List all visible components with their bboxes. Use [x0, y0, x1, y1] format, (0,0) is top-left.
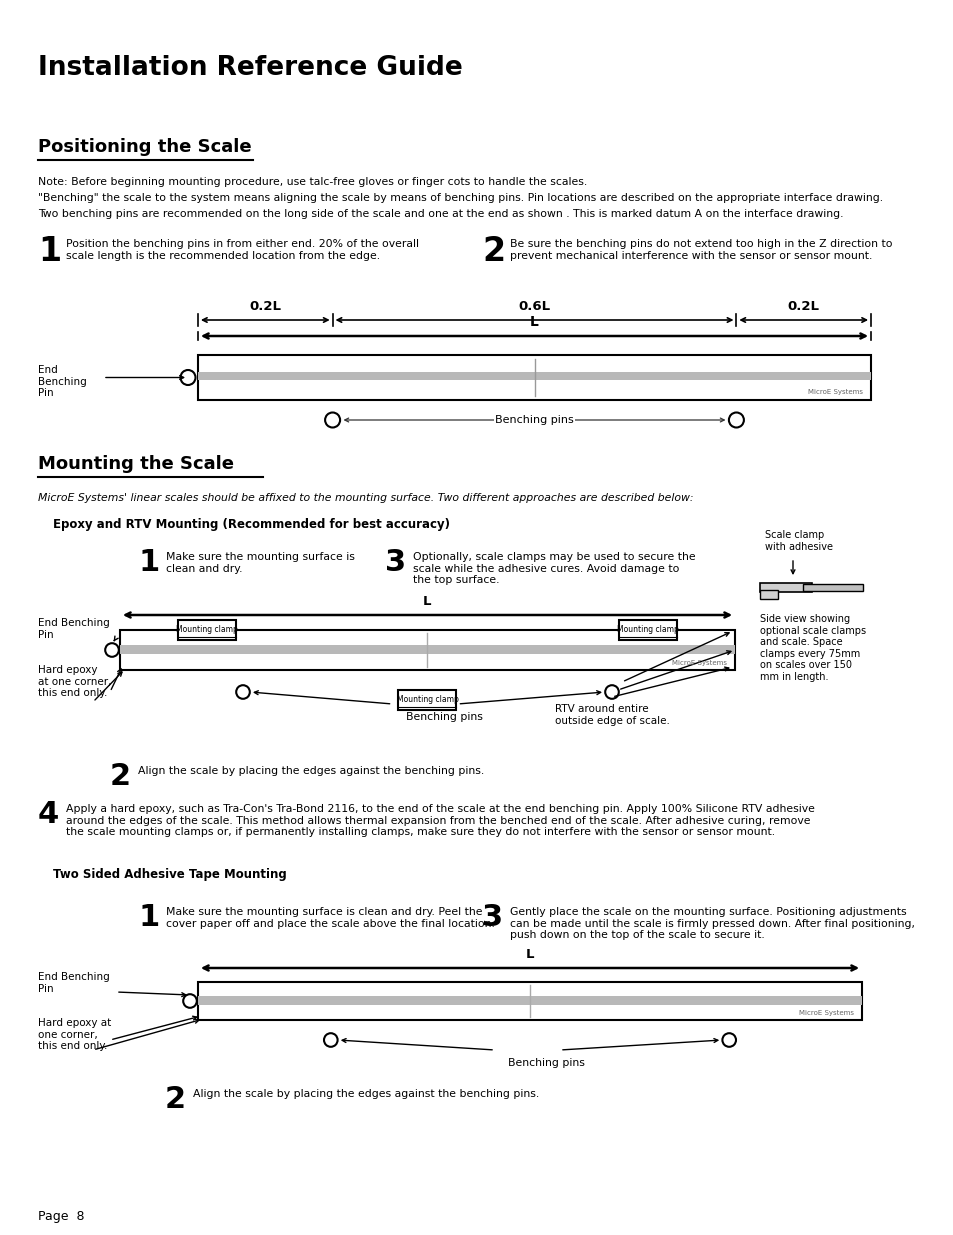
Text: 1: 1: [38, 235, 61, 268]
Text: Align the scale by placing the edges against the benching pins.: Align the scale by placing the edges aga…: [138, 766, 484, 776]
Text: MicroE Systems' linear scales should be affixed to the mounting surface. Two dif: MicroE Systems' linear scales should be …: [38, 493, 693, 503]
Text: Position the benching pins in from either end. 20% of the overall
scale length i: Position the benching pins in from eithe…: [66, 240, 418, 261]
Text: 3: 3: [481, 903, 502, 932]
Text: 3: 3: [385, 548, 406, 577]
Text: Make sure the mounting surface is
clean and dry.: Make sure the mounting surface is clean …: [166, 552, 355, 573]
Text: Gently place the scale on the mounting surface. Positioning adjustments
can be m: Gently place the scale on the mounting s…: [510, 906, 914, 940]
Text: MicroE Systems: MicroE Systems: [799, 1010, 853, 1016]
Text: L: L: [423, 595, 432, 608]
Text: Benching pins: Benching pins: [405, 713, 482, 722]
Text: Installation Reference Guide: Installation Reference Guide: [38, 56, 462, 82]
Text: Make sure the mounting surface is clean and dry. Peel the
cover paper off and pl: Make sure the mounting surface is clean …: [166, 906, 495, 929]
Text: Note: Before beginning mounting procedure, use talc-free gloves or finger cots t: Note: Before beginning mounting procedur…: [38, 177, 587, 186]
Text: MicroE Systems: MicroE Systems: [807, 389, 862, 395]
Text: Side view showing
optional scale clamps
and scale. Space
clamps every 75mm
on sc: Side view showing optional scale clamps …: [760, 614, 865, 682]
Text: 1: 1: [138, 548, 159, 577]
Text: Apply a hard epoxy, such as Tra-Con's Tra-Bond 2116, to the end of the scale at : Apply a hard epoxy, such as Tra-Con's Tr…: [66, 804, 814, 837]
Text: Mounting clamp: Mounting clamp: [396, 695, 458, 704]
Text: Align the scale by placing the edges against the benching pins.: Align the scale by placing the edges aga…: [193, 1089, 538, 1099]
Text: End Benching
Pin: End Benching Pin: [38, 972, 110, 994]
Text: RTV around entire
outside edge of scale.: RTV around entire outside edge of scale.: [555, 704, 669, 726]
Text: Benching pins: Benching pins: [495, 415, 574, 425]
Text: 1: 1: [138, 903, 159, 932]
Text: Page  8: Page 8: [38, 1210, 85, 1223]
Text: Scale clamp
with adhesive: Scale clamp with adhesive: [764, 530, 832, 552]
Text: Two Sided Adhesive Tape Mounting: Two Sided Adhesive Tape Mounting: [53, 868, 287, 881]
Bar: [398, 690, 456, 710]
Bar: [198, 982, 862, 1020]
Text: End Benching
Pin: End Benching Pin: [38, 618, 110, 640]
Text: MicroE Systems: MicroE Systems: [671, 659, 726, 666]
Text: Mounting clamp: Mounting clamp: [176, 625, 237, 635]
Text: Optionally, scale clamps may be used to secure the
scale while the adhesive cure: Optionally, scale clamps may be used to …: [413, 552, 695, 585]
Text: L: L: [530, 315, 538, 329]
Text: 0.2L: 0.2L: [787, 300, 819, 312]
Text: End
Benching
Pin: End Benching Pin: [38, 366, 87, 398]
Text: Hard epoxy at
one corner,
this end only.: Hard epoxy at one corner, this end only.: [38, 1018, 112, 1051]
Bar: [760, 590, 778, 599]
Bar: [760, 583, 811, 592]
Text: 4: 4: [38, 800, 59, 829]
Text: Benching pins: Benching pins: [507, 1058, 584, 1068]
Text: Mounting the Scale: Mounting the Scale: [38, 454, 233, 473]
Bar: [802, 584, 862, 592]
Text: Positioning the Scale: Positioning the Scale: [38, 138, 252, 156]
Text: Hard epoxy
at one corner,
this end only.: Hard epoxy at one corner, this end only.: [38, 664, 112, 698]
Text: 2: 2: [481, 235, 504, 268]
Text: Epoxy and RTV Mounting (Recommended for best accuracy): Epoxy and RTV Mounting (Recommended for …: [53, 517, 450, 531]
Text: "Benching" the scale to the system means aligning the scale by means of benching: "Benching" the scale to the system means…: [38, 193, 882, 203]
Text: Be sure the benching pins do not extend too high in the Z direction to
prevent m: Be sure the benching pins do not extend …: [510, 240, 892, 261]
Bar: [198, 354, 870, 400]
Bar: [120, 630, 734, 671]
Text: 2: 2: [165, 1086, 186, 1114]
Bar: [178, 620, 235, 640]
Text: 0.2L: 0.2L: [249, 300, 281, 312]
Bar: [120, 645, 734, 653]
Text: 0.6L: 0.6L: [517, 300, 550, 312]
Text: 2: 2: [110, 762, 131, 790]
Bar: [198, 995, 862, 1004]
Text: Two benching pins are recommended on the long side of the scale and one at the e: Two benching pins are recommended on the…: [38, 209, 842, 219]
Bar: [618, 620, 677, 640]
Text: Mounting clamp: Mounting clamp: [617, 625, 679, 635]
Bar: [198, 372, 870, 379]
Text: L: L: [525, 948, 534, 961]
